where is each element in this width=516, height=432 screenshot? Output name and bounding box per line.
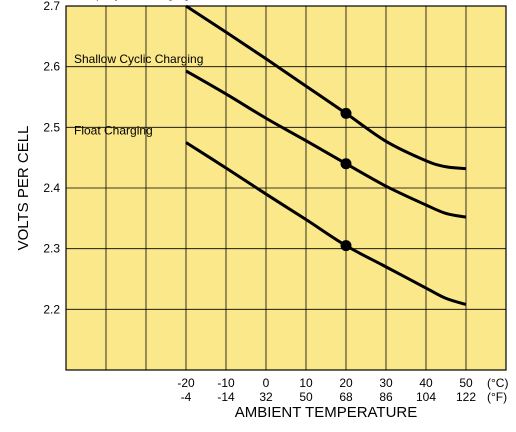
- series-label-1: Shallow Cyclic Charging: [74, 52, 203, 66]
- x-tick-label-f: 68: [339, 390, 353, 404]
- y-tick-label: 2.5: [43, 120, 60, 134]
- y-tick-label: 2.2: [43, 302, 60, 316]
- x-tick-label-f: 86: [379, 390, 393, 404]
- markers: [340, 107, 352, 252]
- x-tick-label-c: 0: [263, 376, 270, 390]
- series-label-2: Float Charging: [74, 124, 153, 138]
- x-unit-celsius: (°C): [487, 376, 508, 390]
- y-tick-label: 2.6: [43, 60, 60, 74]
- x-tick-label-c: 40: [419, 376, 433, 390]
- grid: [66, 6, 506, 370]
- x-tick-label-c: 50: [459, 376, 473, 390]
- x-tick-label-c: -10: [217, 376, 235, 390]
- x-axis-title: AMBIENT TEMPERATURE: [235, 404, 418, 421]
- series-marker-1: [340, 158, 352, 170]
- x-tick-label-c: -20: [177, 376, 195, 390]
- x-tick-label-f: 32: [259, 390, 273, 404]
- series-marker-2: [340, 240, 352, 252]
- y-axis-ticks: 2.2 2.3 2.4 2.5 2.6 2.7: [43, 0, 60, 316]
- series-marker-0: [340, 107, 352, 119]
- x-unit-fahrenheit: (°F): [487, 390, 507, 404]
- y-tick-label: 2.4: [43, 181, 60, 195]
- y-axis-title: VOLTS PER CELL: [15, 126, 32, 251]
- y-tick-label: 2.3: [43, 242, 60, 256]
- x-tick-label-f: 104: [416, 390, 436, 404]
- x-tick-label-c: 10: [299, 376, 313, 390]
- y-tick-label: 2.7: [43, 0, 60, 13]
- series-labels: Deep Cyclic Charging Shallow Cyclic Charg…: [74, 0, 203, 138]
- x-tick-label-f: 122: [456, 390, 476, 404]
- x-tick-label-f: -4: [181, 390, 192, 404]
- x-tick-label-f: -14: [217, 390, 235, 404]
- series-label-0: Deep Cyclic Charging: [74, 0, 190, 1]
- x-tick-label-f: 50: [299, 390, 313, 404]
- x-tick-label-c: 30: [379, 376, 393, 390]
- x-tick-label-c: 20: [339, 376, 353, 390]
